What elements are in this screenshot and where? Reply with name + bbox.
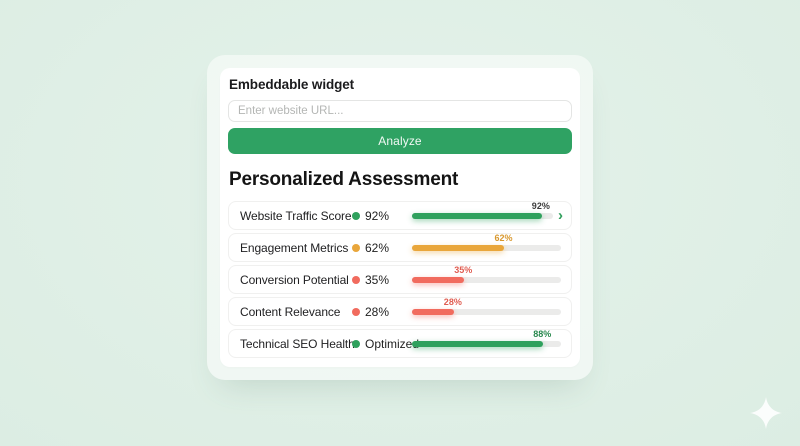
status-dot-icon [352, 243, 360, 252]
assessment-row[interactable]: Technical SEO Health Optimized 88% [228, 329, 572, 358]
progress-bar-label: 28% [443, 296, 462, 307]
metric-label: Conversion Potential [240, 272, 349, 287]
website-url-input[interactable] [228, 100, 572, 122]
status-dot-icon [352, 307, 360, 316]
metric-label: Technical SEO Health [240, 336, 355, 351]
analyze-button[interactable]: Analyze [228, 128, 572, 154]
progress-bar-label: 35% [454, 264, 473, 275]
assessment-title: Personalized Assessment [229, 169, 459, 190]
metric-value: 62% [365, 240, 390, 255]
status-dot-icon [352, 211, 360, 220]
progress-bar-fill [412, 276, 465, 283]
metric-label: Engagement Metrics [240, 240, 349, 255]
progress-bar-label: 88% [533, 328, 552, 339]
progress-bar-track: 35% [412, 265, 561, 283]
metric-label: Website Traffic Score [240, 208, 352, 223]
assessment-row[interactable]: Website Traffic Score 92% 92% › [228, 201, 572, 230]
assessment-row[interactable]: Conversion Potential 35% 35% [228, 265, 572, 294]
metric-value: Optimized [365, 336, 420, 351]
progress-bar-fill [412, 308, 454, 315]
progress-bar-track: 92% [412, 201, 553, 219]
progress-bar-track: 88% [412, 329, 561, 347]
progress-bar-track: 28% [412, 297, 561, 315]
metric-value: 28% [365, 304, 390, 319]
assessment-row[interactable]: Engagement Metrics 62% 62% [228, 233, 572, 262]
progress-bar-track: 62% [412, 233, 561, 251]
sparkle-icon [750, 397, 782, 429]
widget-card: Embeddable widget Analyze Personalized A… [220, 68, 580, 367]
assessment-row[interactable]: Content Relevance 28% 28% [228, 297, 572, 326]
widget-frame: Embeddable widget Analyze Personalized A… [207, 55, 593, 380]
metric-label: Content Relevance [240, 304, 341, 319]
progress-bar-fill [412, 244, 505, 251]
progress-bar-label: 62% [494, 232, 513, 243]
status-dot-icon [352, 339, 360, 348]
progress-bar-fill [412, 340, 544, 347]
progress-bar-fill [412, 212, 542, 219]
status-dot-icon [352, 275, 360, 284]
metric-value: 92% [365, 208, 390, 223]
progress-bar-label: 92% [531, 200, 550, 211]
widget-title: Embeddable widget [229, 77, 355, 92]
chevron-right-icon[interactable]: › [558, 206, 563, 224]
metric-value: 35% [365, 272, 390, 287]
assessment-list: Website Traffic Score 92% 92% › Engageme… [228, 201, 572, 358]
